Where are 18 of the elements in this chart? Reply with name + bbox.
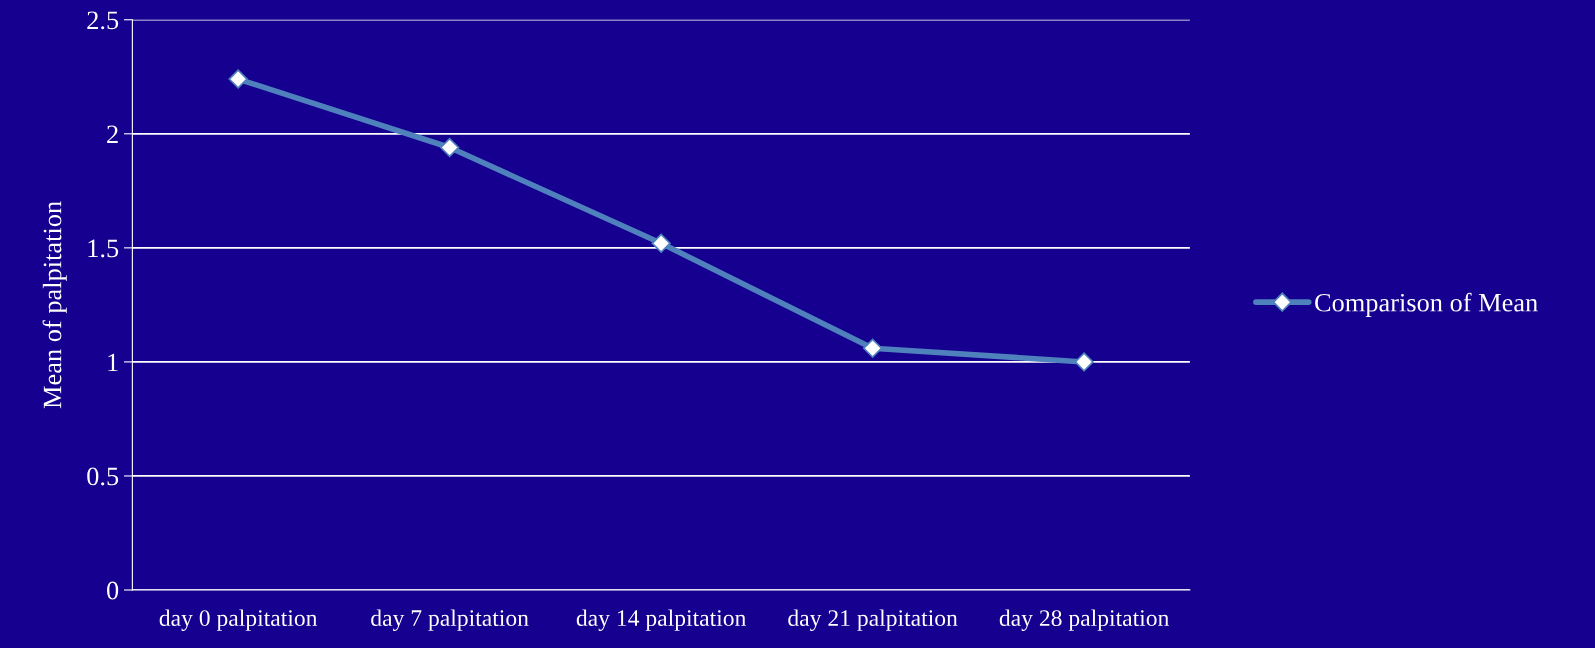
x-tick-label: day 7 palpitation bbox=[371, 609, 529, 631]
point bbox=[439, 137, 460, 158]
y-tick-label: 1.5 bbox=[88, 239, 119, 258]
y-axis-title: Mean of palpitation bbox=[42, 201, 67, 409]
x-tick-label: day 0 palpitation bbox=[159, 609, 318, 631]
point bbox=[228, 69, 248, 89]
y-tick-label: 0 bbox=[107, 581, 119, 600]
point bbox=[1074, 352, 1094, 372]
y-tick-label: 2 bbox=[107, 125, 118, 143]
point bbox=[651, 233, 671, 253]
point bbox=[862, 338, 883, 358]
x-tick-label: day 21 palpitation bbox=[788, 609, 958, 631]
x-tick-label: day 28 palpitation bbox=[999, 609, 1170, 631]
x-tick-label: day 14 palpitation bbox=[576, 609, 747, 631]
y-tick-label: 0.5 bbox=[87, 467, 119, 486]
y-tick-label: 1 bbox=[108, 353, 118, 372]
legend-label: Comparison of Mean bbox=[1315, 292, 1538, 317]
y-tick-label: 2.5 bbox=[87, 11, 119, 30]
